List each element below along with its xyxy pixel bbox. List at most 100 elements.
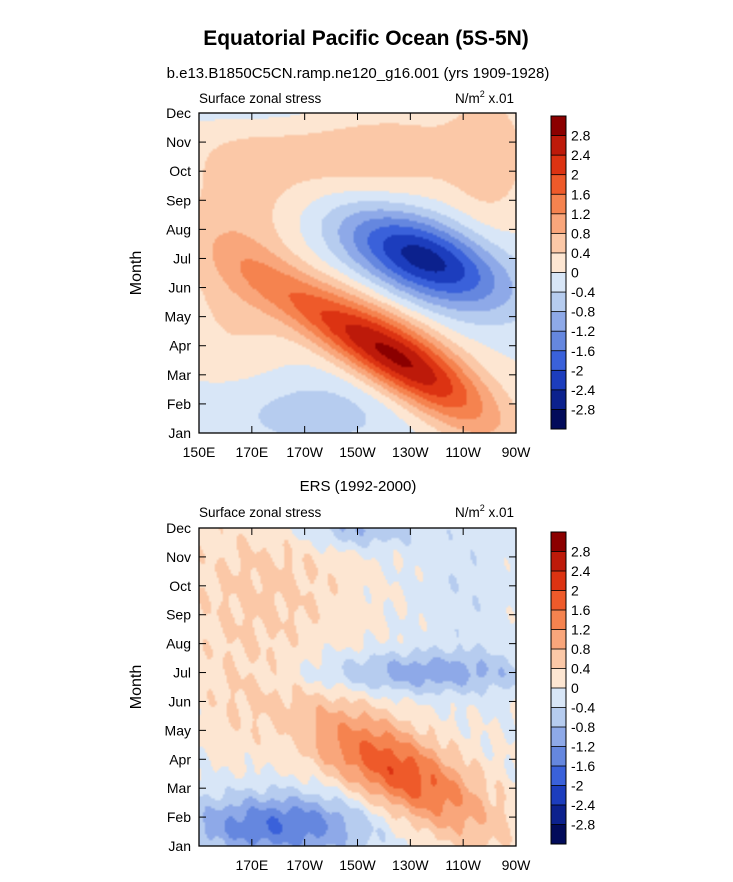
colorbar-label: -2.4	[571, 797, 595, 813]
colorbar-swatch	[551, 571, 566, 591]
colorbar-label: 1.6	[571, 602, 591, 618]
colorbar-label: -1.2	[571, 323, 595, 339]
y-tick-label: Jun	[168, 280, 191, 296]
colorbar-swatch	[551, 389, 566, 410]
x-tick-label: 150W	[339, 857, 376, 873]
y-tick-label: Sep	[166, 607, 191, 623]
colorbar-swatch	[551, 785, 566, 806]
colorbar-label: -0.4	[571, 284, 595, 300]
colorbar-swatch	[551, 649, 566, 669]
colorbar-label: 2.4	[571, 563, 591, 579]
y-tick-label: Sep	[166, 192, 191, 208]
colorbar-swatch	[551, 116, 566, 136]
y-tick-label: Jun	[168, 693, 191, 709]
colorbar-swatch	[551, 311, 566, 332]
colorbar-swatch	[551, 135, 566, 156]
panel-2-y-axis-label: Month	[128, 665, 145, 709]
colorbar-label: -2.8	[571, 817, 595, 833]
colorbar-swatch	[551, 824, 566, 845]
colorbar-label: 0.8	[571, 225, 591, 241]
colorbar-label: -0.4	[571, 700, 595, 716]
colorbar-label: 1.6	[571, 186, 591, 202]
y-tick-label: Nov	[166, 134, 191, 150]
colorbar-swatch	[551, 629, 566, 650]
y-tick-label: Mar	[167, 367, 191, 383]
colorbar-label: -0.8	[571, 304, 595, 320]
colorbar-label: 1.2	[571, 622, 591, 638]
colorbar-label: 2	[571, 167, 579, 183]
colorbar-label: -2.8	[571, 401, 595, 417]
colorbar-swatch	[551, 233, 566, 254]
colorbar-label: 2.8	[571, 128, 591, 144]
x-tick-label: 150W	[339, 444, 376, 460]
colorbar-label: 0.8	[571, 641, 591, 657]
colorbar-swatch	[551, 668, 566, 689]
panel-2-title: ERS (1992-2000)	[300, 478, 417, 495]
panel-2-axes: Jan Feb Mar Apr May Jun Jul Aug Sep Oct Nov Dec 170E…	[165, 520, 532, 873]
colorbar-swatch	[551, 252, 566, 273]
colorbar-swatch	[551, 272, 566, 293]
colorbar-swatch	[551, 610, 566, 630]
colorbar-swatch	[551, 155, 566, 175]
colorbar-swatch	[551, 766, 566, 786]
x-tick-label: 170W	[286, 444, 323, 460]
x-tick-label: 110W	[445, 857, 481, 873]
colorbar-label: 2.4	[571, 147, 591, 163]
colorbar-swatch	[551, 805, 566, 825]
colorbar-swatch	[551, 331, 566, 352]
colorbar-swatch	[551, 292, 566, 312]
panel-1-contour-field	[199, 113, 516, 433]
x-tick-label: 150E	[183, 444, 216, 460]
x-tick-label: 110W	[445, 444, 481, 460]
panel-1-colorbar: 2.8 2.4 2 1.6 1.2 0.8 0.4 0 -0.4 -0.8 -1.2 -1.6 -2 -2…	[550, 115, 595, 430]
colorbar-label: 0.4	[571, 245, 591, 261]
y-tick-label: Dec	[166, 520, 191, 536]
y-tick-label: Oct	[169, 578, 191, 594]
colorbar-label: -1.6	[571, 758, 595, 774]
colorbar-swatch	[551, 707, 566, 728]
colorbar-label: -2.4	[571, 382, 595, 398]
panel-1-units-label: N/m2 x.01	[455, 89, 514, 106]
colorbar-swatch	[551, 213, 566, 234]
y-tick-label: Feb	[167, 396, 191, 412]
colorbar-label: -0.8	[571, 719, 595, 735]
y-tick-label: Nov	[166, 549, 191, 565]
x-tick-label: 130W	[392, 444, 429, 460]
colorbar-label: -2	[571, 778, 584, 794]
y-tick-label: Jul	[173, 250, 191, 266]
panel-1-y-axis-label: Month	[128, 251, 145, 295]
panel-2-contour-field	[199, 528, 516, 846]
y-tick-label: Jan	[168, 425, 191, 441]
y-tick-label: Aug	[166, 221, 191, 237]
x-tick-label: 170E	[235, 444, 268, 460]
x-tick-label: 170E	[235, 857, 268, 873]
y-tick-label: Jul	[173, 665, 191, 681]
colorbar-label: 2.8	[571, 544, 591, 560]
colorbar-swatch	[551, 688, 566, 708]
y-tick-label: Jan	[168, 838, 191, 854]
y-tick-label: Apr	[169, 751, 191, 767]
y-tick-label: Aug	[166, 636, 191, 652]
colorbar-swatch	[551, 194, 566, 215]
colorbar-label: -2	[571, 362, 584, 378]
colorbar-swatch	[551, 727, 566, 747]
colorbar-label: 2	[571, 583, 579, 599]
colorbar-swatch	[551, 551, 566, 572]
panel-2-field-label: Surface zonal stress	[199, 505, 322, 520]
y-tick-label: May	[165, 309, 191, 325]
colorbar-label: 0	[571, 265, 579, 281]
panel-1-field-label: Surface zonal stress	[199, 91, 322, 106]
colorbar-swatch	[551, 532, 566, 552]
colorbar-swatch	[551, 370, 566, 391]
panel-1: b.e13.B1850C5CN.ramp.ne120_g16.001 (yrs …	[128, 65, 595, 460]
x-tick-label: 170W	[286, 857, 323, 873]
colorbar-swatch	[551, 590, 566, 611]
panel-2-colorbar: 2.8 2.4 2 1.6 1.2 0.8 0.4 0 -0.4 -0.8 -1.2 -1.6 -2 -2…	[550, 531, 595, 845]
y-tick-label: May	[165, 722, 191, 738]
x-tick-label: 90W	[502, 857, 532, 873]
y-tick-label: Feb	[167, 809, 191, 825]
colorbar-label: 0	[571, 680, 579, 696]
x-tick-label: 90W	[502, 444, 532, 460]
panel-2-units-label: N/m2 x.01	[455, 503, 514, 520]
